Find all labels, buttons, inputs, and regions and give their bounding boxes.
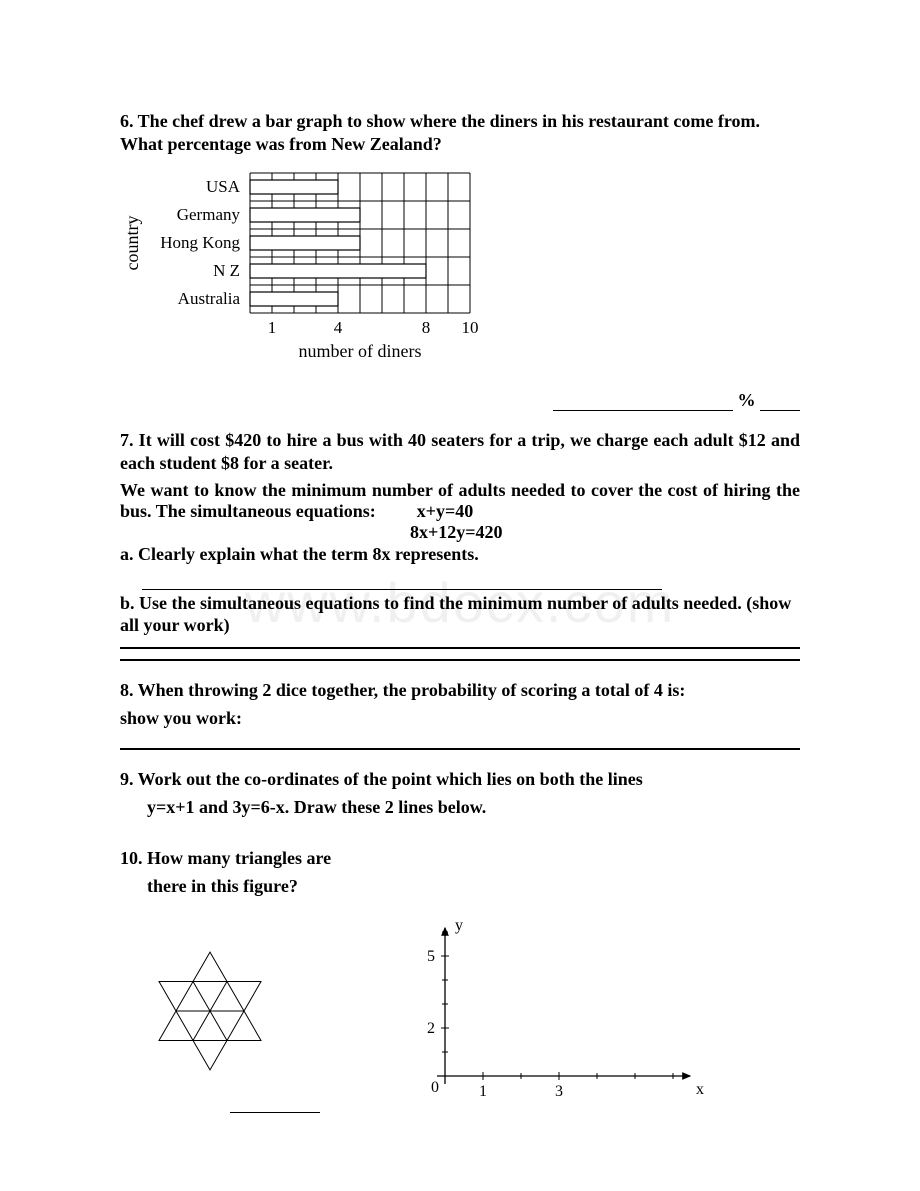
- axes-diagram: y x 0 2 5 1 3: [390, 916, 710, 1116]
- question-6: 6. The chef drew a bar graph to show whe…: [120, 110, 800, 411]
- question-10: 10. How many triangles are there in this…: [120, 847, 800, 1121]
- svg-text:2: 2: [427, 1020, 435, 1037]
- star-diagram: [120, 926, 320, 1096]
- page: www.bdocx.com 6. The chef drew a bar gra…: [0, 0, 920, 1191]
- question-9: 9. Work out the co-ordinates of the poin…: [120, 768, 800, 819]
- star-figure-box: [120, 926, 320, 1121]
- svg-text:3: 3: [555, 1083, 563, 1100]
- svg-text:0: 0: [431, 1079, 439, 1096]
- question-8: 8. When throwing 2 dice together, the pr…: [120, 679, 800, 750]
- q9-text: 9. Work out the co-ordinates of the poin…: [120, 768, 800, 791]
- q7-intro: 7. It will cost $420 to hire a bus with …: [120, 429, 800, 474]
- q7-body-line: We want to know the minimum number of ad…: [120, 480, 800, 522]
- q8-text: 8. When throwing 2 dice together, the pr…: [120, 679, 800, 702]
- svg-text:4: 4: [334, 318, 343, 337]
- q6-bar-chart: country USA Germany Hong Kong N Z Australia 1 4…: [120, 163, 800, 388]
- svg-text:x: x: [696, 1081, 704, 1098]
- svg-text:5: 5: [427, 948, 435, 965]
- q10-answer-blank[interactable]: [230, 1098, 320, 1113]
- svg-text:y: y: [455, 917, 463, 934]
- q8-hr: [120, 748, 800, 750]
- svg-text:1: 1: [268, 318, 277, 337]
- svg-text:Germany: Germany: [177, 205, 241, 224]
- svg-text:number of diners: number of diners: [299, 341, 422, 361]
- q7-hr-2: [120, 659, 800, 661]
- svg-text:Australia: Australia: [178, 289, 241, 308]
- q6-percent-sign: %: [738, 390, 756, 410]
- q10-line2: there in this figure?: [120, 875, 800, 898]
- q6-answer-blank[interactable]: [553, 396, 733, 411]
- svg-text:USA: USA: [206, 177, 241, 196]
- q7-a-blank-row: [120, 572, 800, 590]
- q7-b: b. Use the simultaneous equations to fin…: [120, 592, 800, 637]
- svg-text:Hong Kong: Hong Kong: [160, 233, 240, 252]
- axes-figure-box: y x 0 2 5 1 3: [390, 916, 710, 1121]
- q9-line2: y=x+1 and 3y=6-x. Draw these 2 lines bel…: [120, 796, 800, 819]
- q10-text: 10. How many triangles are: [120, 847, 800, 870]
- q7-a: a. Clearly explain what the term 8x repr…: [120, 543, 800, 566]
- question-7: 7. It will cost $420 to hire a bus with …: [120, 429, 800, 661]
- svg-text:1: 1: [479, 1083, 487, 1100]
- q7-eq1: x+y=40: [417, 501, 474, 521]
- bar-chart-svg: country USA Germany Hong Kong N Z Australia 1 4…: [120, 163, 540, 383]
- q7-hr-1: [120, 647, 800, 649]
- svg-text:10: 10: [462, 318, 479, 337]
- svg-text:country: country: [122, 216, 142, 271]
- q6-answer-blank-2[interactable]: [760, 396, 800, 411]
- q6-answer-area: %: [120, 390, 800, 411]
- q7-a-blank[interactable]: [142, 575, 662, 590]
- q7-eq2: 8x+12y=420: [120, 522, 800, 543]
- q8-sub: show you work:: [120, 707, 800, 730]
- svg-text:8: 8: [422, 318, 431, 337]
- svg-text:N Z: N Z: [213, 261, 240, 280]
- figures-row: yx02513: [120, 926, 800, 1121]
- q6-text: 6. The chef drew a bar graph to show whe…: [120, 110, 800, 155]
